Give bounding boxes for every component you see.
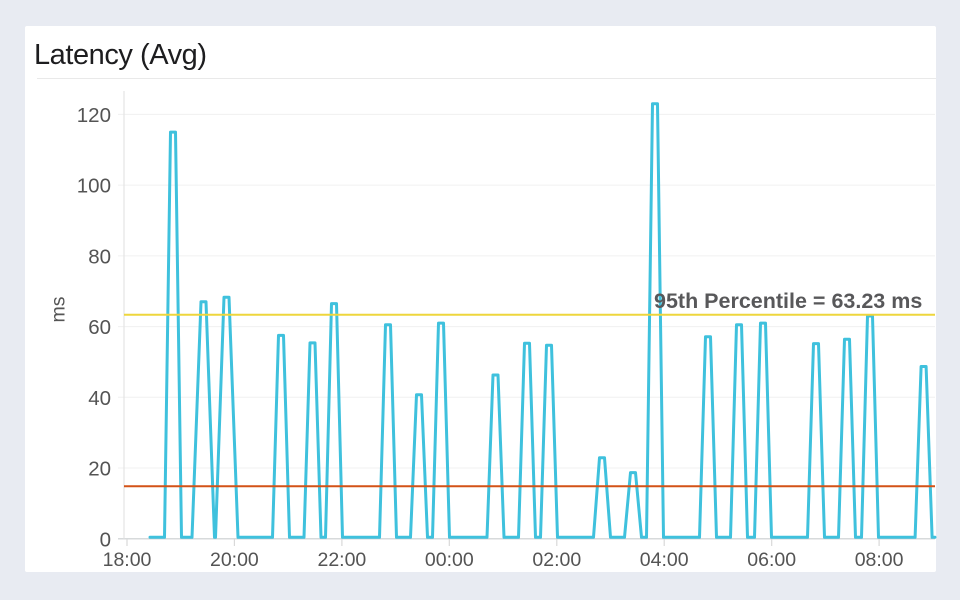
- svg-text:ms: ms: [48, 296, 70, 322]
- svg-text:120: 120: [77, 104, 111, 127]
- svg-text:95th Percentile = 63.23 ms: 95th Percentile = 63.23 ms: [654, 289, 922, 313]
- svg-text:04:00: 04:00: [640, 549, 689, 571]
- svg-text:20:00: 20:00: [210, 549, 259, 571]
- svg-text:22:00: 22:00: [317, 549, 366, 571]
- svg-text:00:00: 00:00: [425, 549, 474, 571]
- svg-text:60: 60: [88, 316, 111, 339]
- svg-text:02:00: 02:00: [532, 549, 581, 571]
- svg-text:40: 40: [88, 387, 111, 410]
- svg-text:20: 20: [88, 458, 111, 481]
- svg-text:08:00: 08:00: [855, 549, 904, 571]
- svg-text:06:00: 06:00: [747, 549, 796, 571]
- svg-text:0: 0: [100, 528, 111, 551]
- svg-text:100: 100: [77, 175, 111, 198]
- svg-text:80: 80: [88, 245, 111, 268]
- svg-text:18:00: 18:00: [103, 549, 152, 571]
